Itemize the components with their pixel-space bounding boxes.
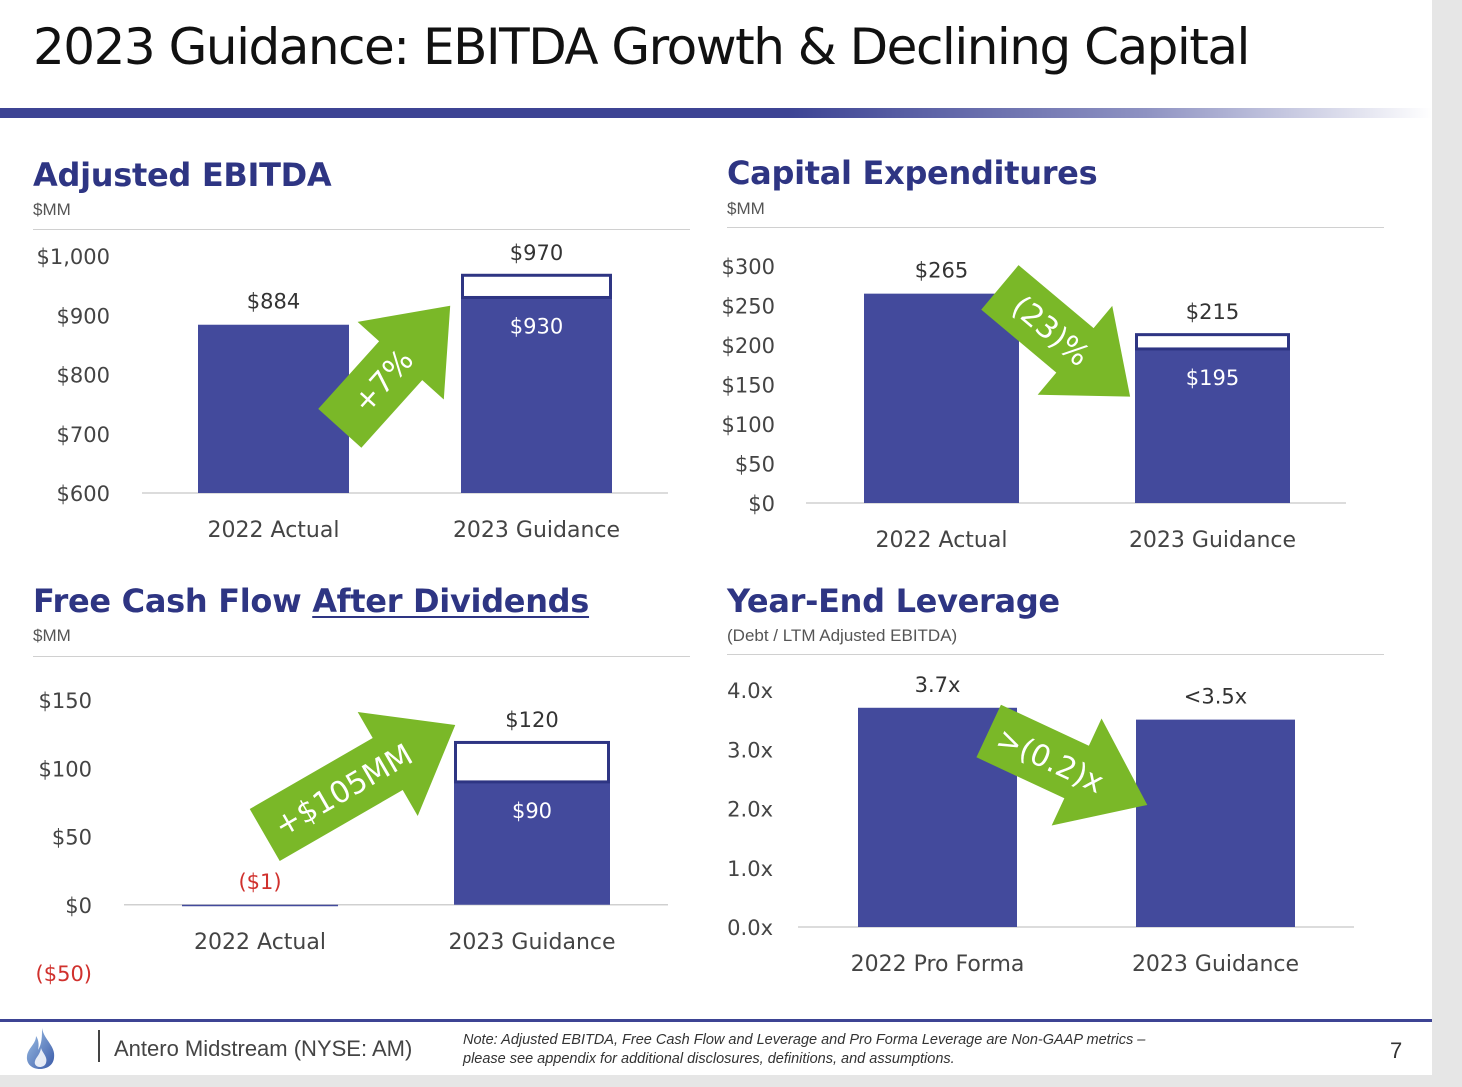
flame-logo-icon bbox=[26, 1028, 55, 1069]
fcf-bar bbox=[182, 904, 338, 907]
capex-range-label: $215 bbox=[1186, 300, 1239, 324]
fcf-arrow-shape bbox=[249, 712, 456, 861]
fcf-ytick-label: ($50) bbox=[36, 962, 92, 986]
capex-ytick-label: $300 bbox=[722, 255, 775, 279]
leverage-category-label: 2022 Pro Forma bbox=[851, 952, 1025, 977]
capex-arrow-shape bbox=[981, 265, 1131, 397]
leverage-ytick-label: 1.0x bbox=[727, 857, 773, 881]
capex-chart-title: Capital Expenditures bbox=[727, 154, 1098, 192]
ebitda-chart-subtitle: $MM bbox=[33, 200, 71, 219]
ebitda-value-label: $884 bbox=[247, 290, 300, 314]
footer-company: Antero Midstream (NYSE: AM) bbox=[114, 1036, 413, 1061]
capex-bar bbox=[864, 293, 1019, 503]
capex-chart: $0 $50 $100 $150 $200 $250 $300 $265 2022 Actual… bbox=[722, 255, 1346, 553]
ebitda-ytick-label: $600 bbox=[57, 482, 110, 506]
ebitda-range-label: $970 bbox=[510, 241, 563, 265]
ebitda-ytick-label: $700 bbox=[57, 423, 110, 447]
capex-ytick-label: $0 bbox=[748, 492, 775, 516]
leverage-ytick-label: 3.0x bbox=[727, 738, 773, 762]
footer-line bbox=[0, 1019, 1432, 1022]
leverage-chart-title: Year-End Leverage bbox=[727, 582, 1060, 620]
ebitda-category-label: 2023 Guidance bbox=[453, 518, 620, 543]
fcf-ytick-label: $50 bbox=[52, 826, 92, 850]
fcf-ytick-label: $0 bbox=[65, 894, 92, 918]
leverage-value-label: 3.7x bbox=[915, 673, 961, 697]
fcf-title-underlined: After Dividends bbox=[312, 582, 590, 620]
capex-value-label: $265 bbox=[915, 259, 968, 283]
fcf-value-label: ($1) bbox=[238, 870, 281, 894]
leverage-arrow-shape bbox=[976, 704, 1148, 826]
leverage-ytick-label: 0.0x bbox=[727, 916, 773, 940]
ebitda-bar bbox=[461, 297, 612, 493]
ebitda-arrow-shape bbox=[318, 305, 451, 448]
leverage-category-label: 2023 Guidance bbox=[1132, 952, 1299, 977]
page-edge-right bbox=[1432, 0, 1462, 1087]
fcf-bar bbox=[454, 781, 610, 905]
leverage-chart: 0.0x 1.0x 2.0x 3.0x 4.0x 3.7x 2022 Pro Forma <3… bbox=[727, 673, 1354, 977]
capex-category-label: 2022 Actual bbox=[876, 528, 1008, 553]
leverage-value-label: <3.5x bbox=[1184, 685, 1247, 709]
capex-ytick-label: $250 bbox=[722, 295, 775, 319]
capex-range-box bbox=[1135, 333, 1290, 351]
ebitda-ytick-label: $800 bbox=[57, 364, 110, 388]
ebitda-ytick-label: $900 bbox=[57, 304, 110, 328]
leverage-divider bbox=[727, 654, 1384, 655]
fcf-category-label: 2023 Guidance bbox=[448, 930, 615, 955]
capex-ytick-label: $50 bbox=[735, 453, 775, 477]
capex-bar bbox=[1135, 348, 1290, 503]
fcf-range-box bbox=[454, 740, 610, 784]
fcf-value-label: $90 bbox=[512, 799, 552, 823]
capex-ytick-label: $150 bbox=[722, 374, 775, 398]
footer-separator bbox=[98, 1030, 100, 1062]
page-edge-bottom bbox=[0, 1075, 1462, 1087]
footer-note: Note: Adjusted EBITDA, Free Cash Flow an… bbox=[463, 1032, 1146, 1067]
fcf-title-main: Free Cash Flow bbox=[33, 582, 302, 620]
fcf-ytick-label: $150 bbox=[39, 689, 92, 713]
fcf-chart: ($50) $0 $50 $100 $150 ($1) 2022 Actual $120 $90… bbox=[36, 689, 668, 986]
capex-divider bbox=[727, 227, 1384, 228]
ebitda-chart: $600 $700 $800 $900 $1,000 $884 2022 Actual $97… bbox=[37, 241, 668, 543]
capex-ytick-label: $100 bbox=[722, 413, 775, 437]
capex-category-label: 2023 Guidance bbox=[1129, 528, 1296, 553]
title-bar bbox=[0, 108, 1432, 118]
leverage-ytick-label: 4.0x bbox=[727, 679, 773, 703]
leverage-chart-subtitle: (Debt / LTM Adjusted EBITDA) bbox=[727, 626, 958, 645]
ebitda-chart-title: Adjusted EBITDA bbox=[33, 156, 332, 194]
ebitda-value-label: $930 bbox=[510, 314, 563, 338]
fcf-chart-title: Free Cash Flow After Dividends bbox=[33, 582, 589, 620]
ebitda-divider bbox=[33, 229, 690, 230]
capex-ytick-label: $200 bbox=[722, 334, 775, 358]
ebitda-ytick-label: $1,000 bbox=[37, 245, 110, 269]
ebitda-category-label: 2022 Actual bbox=[208, 518, 340, 543]
ebitda-range-box bbox=[461, 273, 612, 299]
page-number: 7 bbox=[1390, 1038, 1403, 1063]
leverage-bar bbox=[1136, 719, 1295, 927]
fcf-divider bbox=[33, 656, 690, 657]
fcf-range-label: $120 bbox=[505, 708, 558, 732]
fcf-chart-subtitle: $MM bbox=[33, 626, 71, 645]
leverage-ytick-label: 2.0x bbox=[727, 798, 773, 822]
fcf-category-label: 2022 Actual bbox=[194, 930, 326, 955]
capex-value-label: $195 bbox=[1186, 366, 1239, 390]
slide-title: 2023 Guidance: EBITDA Growth & Declining… bbox=[33, 18, 1250, 76]
fcf-ytick-label: $100 bbox=[39, 757, 92, 781]
capex-chart-subtitle: $MM bbox=[727, 199, 765, 218]
